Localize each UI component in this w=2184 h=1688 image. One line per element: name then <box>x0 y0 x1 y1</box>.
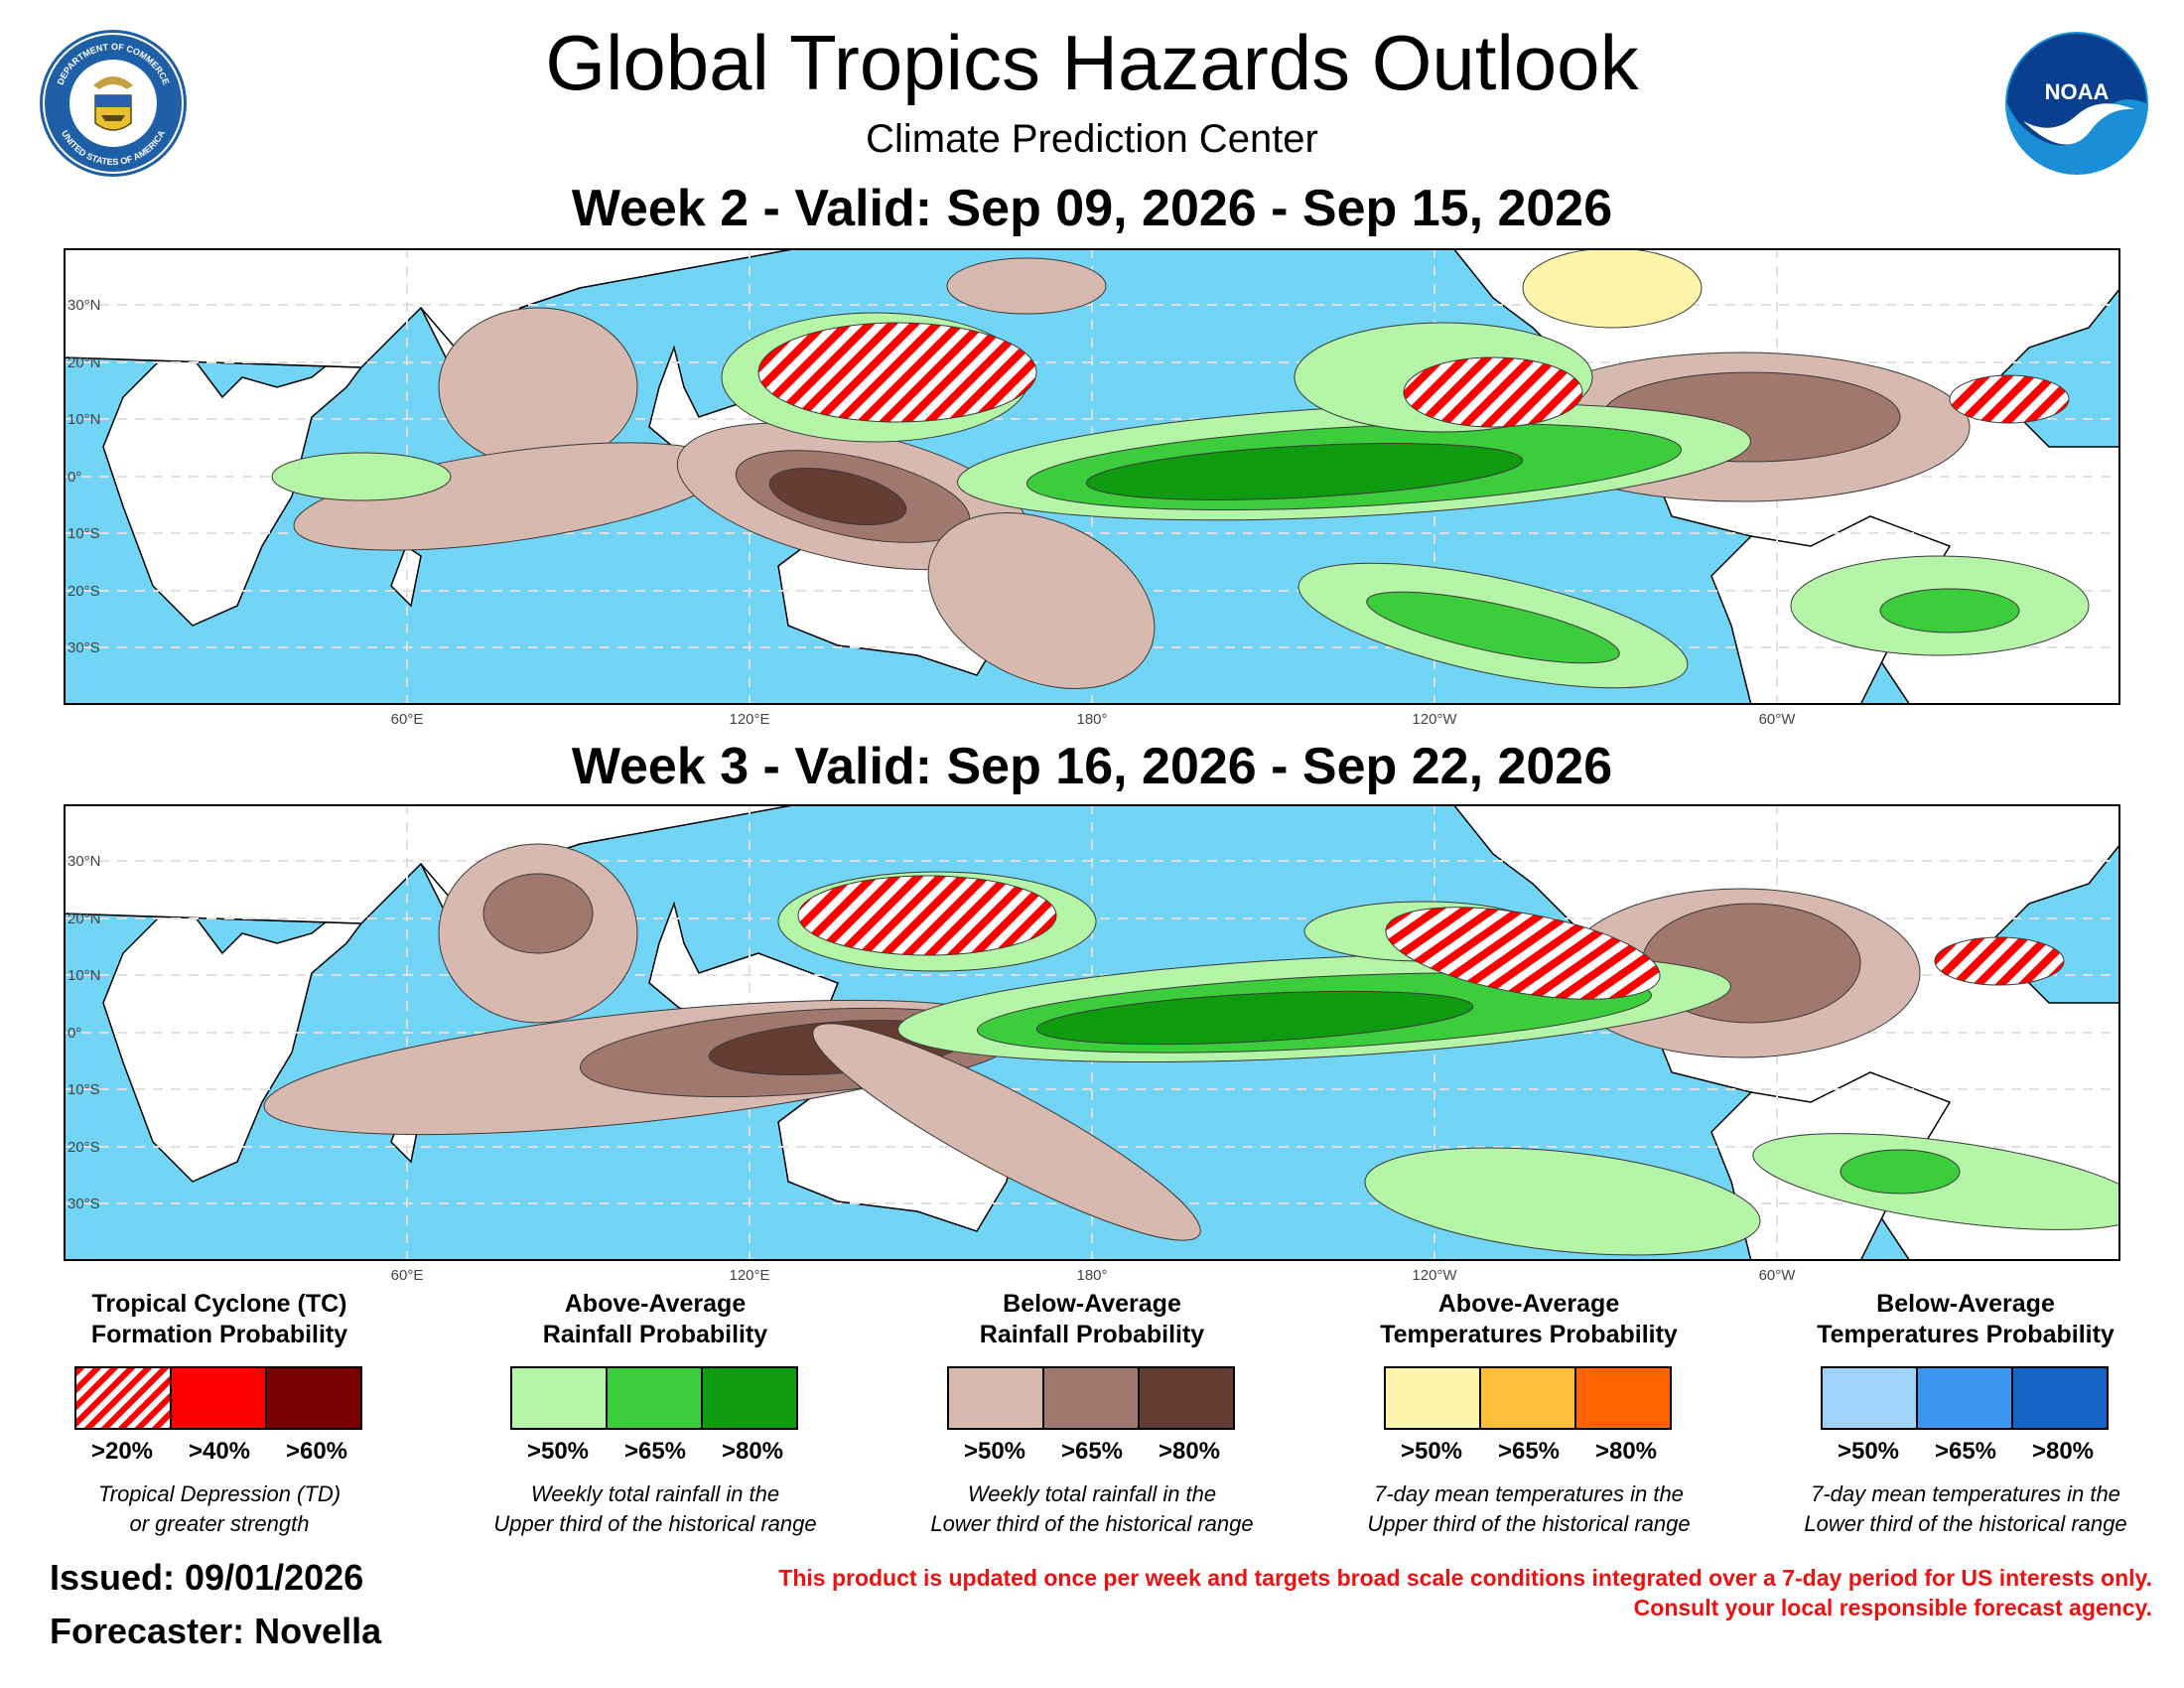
commerce-seal: DEPARTMENT OF COMMERCE UNITED STATES OF … <box>38 28 189 179</box>
lat-label: 0° <box>68 1025 81 1042</box>
legend-swatch <box>510 1366 608 1430</box>
lon-label: 120°E <box>729 1267 770 1284</box>
page-subtitle: Climate Prediction Center <box>866 117 1318 161</box>
week3-map: 30°N 20°N 10°N 0° 10°S 20°S 30°S 60°E 12… <box>62 802 2147 1284</box>
lat-label: 30°N <box>68 297 101 314</box>
legend-description: Tropical Depression (TD) <box>97 1481 341 1506</box>
legend-level: >65% <box>1934 1438 1997 1465</box>
lon-label: 180° <box>1076 1267 1108 1284</box>
disclaimer-line: This product is updated once per week an… <box>778 1565 2152 1591</box>
legend-description: 7-day mean temperatures in the <box>1374 1481 1684 1506</box>
week2-map: 30°N 20°N 10°N 0° 10°S 20°S 30°S 60°E 12… <box>62 246 2122 728</box>
noaa-logo: NOAA <box>2003 30 2150 177</box>
legend-swatch <box>1479 1366 1576 1430</box>
legend-level: >65% <box>1497 1438 1561 1465</box>
legend-tc-formation: Tropical Cyclone (TC) Formation Probabil… <box>21 1289 418 1539</box>
lat-label: 30°N <box>68 853 101 870</box>
legend-swatch <box>947 1366 1044 1430</box>
legend-title: Temperatures Probability <box>1817 1321 2115 1348</box>
lat-label: 30°S <box>68 639 100 656</box>
legend-title: Rainfall Probability <box>542 1321 768 1348</box>
lon-label: 120°W <box>1412 1267 1457 1284</box>
legend-description: or greater strength <box>129 1511 310 1536</box>
legend-title: Tropical Cyclone (TC) <box>91 1290 347 1318</box>
lon-label: 60°E <box>390 1267 424 1284</box>
legend-below-temperature: Below-Average Temperatures Probability >… <box>1767 1289 2164 1539</box>
legend-level: >65% <box>1060 1438 1124 1465</box>
noaa-logo-text: NOAA <box>2045 79 2110 104</box>
legend-swatch <box>1138 1366 1235 1430</box>
legend-title: Below-Average <box>1003 1290 1181 1318</box>
lat-label: 0° <box>68 469 81 486</box>
lon-label: 60°W <box>1758 1267 1796 1284</box>
lat-label: 20°N <box>68 354 101 371</box>
legend-level: >40% <box>188 1438 251 1465</box>
legend-swatch <box>1384 1366 1481 1430</box>
lat-label: 20°N <box>68 911 101 927</box>
lat-label: 10°S <box>68 1081 100 1098</box>
legend-description: Upper third of the historical range <box>493 1511 817 1536</box>
legend-level: >80% <box>2031 1438 2095 1465</box>
legend-swatch <box>1574 1366 1672 1430</box>
lat-label: 20°S <box>68 1139 100 1156</box>
legend-level: >65% <box>623 1438 687 1465</box>
issued-date: Issued: 09/01/2026 <box>50 1557 364 1598</box>
disclaimer-line: Consult your local responsible forecast … <box>1633 1595 2152 1620</box>
week2-title: Week 2 - Valid: Sep 09, 2026 - Sep 15, 2… <box>571 180 1613 237</box>
legend-description: Weekly total rainfall in the <box>530 1481 780 1506</box>
legend-level: >80% <box>1158 1438 1221 1465</box>
lat-label: 10°S <box>68 525 100 542</box>
lon-label: 120°W <box>1412 711 1457 728</box>
lat-label: 10°N <box>68 967 101 984</box>
legend-swatch <box>170 1366 267 1430</box>
legend-level: >80% <box>721 1438 784 1465</box>
legend-swatch-hatched <box>74 1366 172 1430</box>
lat-label: 20°S <box>68 583 100 600</box>
legend-level: >60% <box>285 1438 348 1465</box>
legend-below-rainfall: Below-Average Rainfall Probability >50% … <box>893 1289 1291 1539</box>
tc-formation-area <box>1403 356 1583 428</box>
legend-level: >50% <box>526 1438 590 1465</box>
legend-description: Upper third of the historical range <box>1367 1511 1691 1536</box>
tc-formation-area <box>757 322 1037 423</box>
legend-title: Rainfall Probability <box>979 1321 1205 1348</box>
page-title: Global Tropics Hazards Outlook <box>545 19 1639 106</box>
lon-label: 120°E <box>729 711 770 728</box>
legend-level: >50% <box>1400 1438 1463 1465</box>
tc-formation-area <box>1934 936 2065 986</box>
legend-title: Below-Average <box>1876 1290 2055 1318</box>
legend-title: Above-Average <box>1437 1290 1620 1318</box>
legend-swatch <box>606 1366 703 1430</box>
legend-title: Temperatures Probability <box>1380 1321 1678 1348</box>
legend-swatch <box>701 1366 798 1430</box>
lon-label: 60°E <box>390 711 424 728</box>
legend-level: >50% <box>1837 1438 1900 1465</box>
legend-level: >20% <box>90 1438 154 1465</box>
legend-swatch <box>1042 1366 1140 1430</box>
legend-level: >50% <box>963 1438 1026 1465</box>
tc-formation-area <box>1385 907 1661 1000</box>
tc-formation-area <box>1949 374 2070 424</box>
lon-label: 180° <box>1076 711 1108 728</box>
lat-label: 30°S <box>68 1196 100 1212</box>
lon-label: 60°W <box>1758 711 1796 728</box>
forecaster-name: Forecaster: Novella <box>50 1611 382 1651</box>
legend-description: Lower third of the historical range <box>930 1511 1254 1536</box>
legend-level: >80% <box>1594 1438 1658 1465</box>
legend-above-temperature: Above-Average Temperatures Probability >… <box>1330 1289 1727 1539</box>
legend-swatch <box>2011 1366 2109 1430</box>
legend-swatch <box>265 1366 362 1430</box>
legend-title: Above-Average <box>564 1290 747 1318</box>
legend-description: 7-day mean temperatures in the <box>1811 1481 2120 1506</box>
legend-swatch <box>1821 1366 1918 1430</box>
legend-description: Lower third of the historical range <box>1804 1511 2127 1536</box>
legend-swatch <box>1916 1366 2013 1430</box>
legend-above-rainfall: Above-Average Rainfall Probability >50% … <box>457 1289 854 1539</box>
legend-description: Weekly total rainfall in the <box>967 1481 1217 1506</box>
week3-title: Week 3 - Valid: Sep 16, 2026 - Sep 22, 2… <box>571 738 1613 795</box>
lat-label: 10°N <box>68 411 101 428</box>
tc-formation-area <box>797 875 1057 956</box>
legend-title: Formation Probability <box>90 1321 348 1348</box>
